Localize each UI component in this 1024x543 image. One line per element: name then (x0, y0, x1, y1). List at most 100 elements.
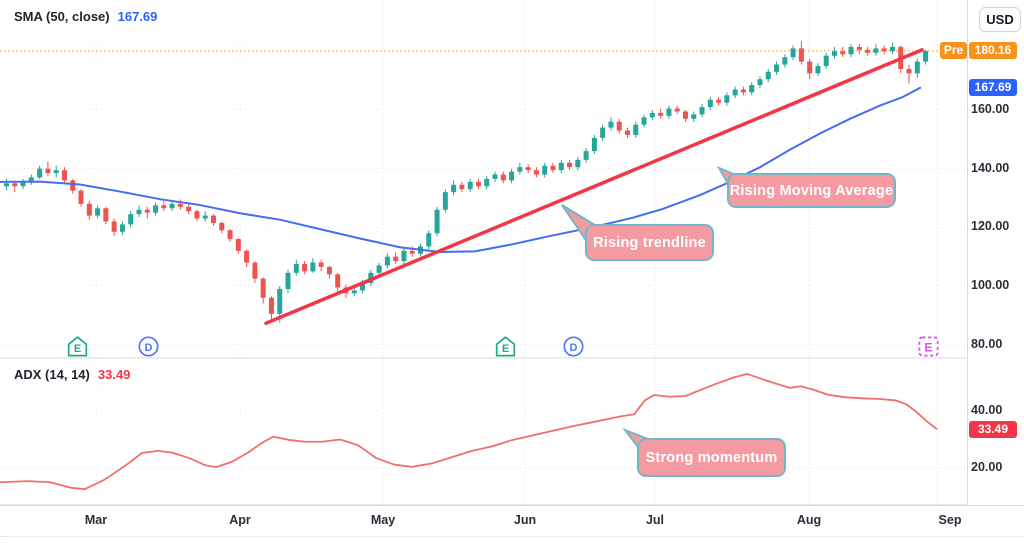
candle-body (567, 162, 573, 168)
candle-body (608, 121, 614, 128)
candle-body (219, 222, 225, 231)
candle-body (923, 50, 929, 62)
candle-body (153, 205, 159, 213)
candle-body (326, 266, 332, 275)
candle-body (202, 215, 208, 219)
trendline (264, 48, 924, 326)
candle-body (360, 283, 366, 291)
candle-body (277, 288, 283, 314)
candle-body (268, 297, 274, 314)
candle-body (716, 99, 722, 103)
candle-body (533, 170, 539, 175)
callout-strong-momentum[interactable]: Strong momentum (637, 438, 786, 477)
candle-body (426, 233, 432, 247)
candle-body (840, 51, 846, 55)
candle-body (807, 61, 813, 74)
candle-body (45, 168, 51, 174)
candle-body (492, 174, 498, 179)
sma-indicator-legend[interactable]: SMA (50, close) 167.69 (14, 9, 157, 24)
adx-indicator-legend[interactable]: ADX (14, 14) 33.49 (14, 367, 130, 382)
time-axis[interactable]: Mar Apr May Jun Jul Aug Sep (0, 505, 1024, 537)
candle-body (244, 250, 250, 263)
candle-body (442, 192, 448, 210)
month-label-mar: Mar (84, 513, 108, 527)
candle-body (616, 121, 622, 131)
candle-body (451, 184, 457, 193)
axis-tick-label: 140.00 (971, 160, 1010, 175)
candle-body (641, 117, 647, 125)
month-label-apr: Apr (229, 513, 251, 527)
candle-body (393, 256, 399, 262)
candle-body (211, 215, 216, 223)
svg-text:E: E (73, 343, 80, 355)
candle-body (774, 64, 780, 72)
earnings-past-icon[interactable]: E (67, 335, 88, 357)
candle-body (128, 214, 134, 225)
candle-body (28, 177, 34, 182)
svg-text:D: D (569, 341, 577, 353)
currency-button[interactable]: USD (979, 7, 1021, 32)
earnings-upcoming-icon[interactable]: E (918, 336, 939, 357)
candle-body (401, 250, 407, 262)
candle-body (235, 239, 241, 251)
candle-body (111, 221, 117, 232)
callout-rising-moving-average[interactable]: Rising Moving Average (727, 173, 896, 208)
candle-body (625, 130, 630, 135)
candle-body (848, 46, 854, 55)
price-axis[interactable]: USD 160.00 140.00 120.00 100.00 80.00 40.00 20… (968, 0, 1024, 535)
candle-body (484, 178, 490, 187)
callout-rising-trendline[interactable]: Rising trendline (585, 224, 714, 261)
axis-tick-label: 100.00 (971, 278, 1010, 292)
candle-body (227, 230, 233, 240)
candle-body (832, 51, 837, 56)
candle-body (699, 107, 705, 115)
axis-tick-label: 160.00 (971, 102, 1010, 116)
candle-body (260, 278, 266, 298)
dividend-icon[interactable]: D (562, 335, 584, 357)
sma-line (0, 86, 922, 253)
axis-tick-label: 120.00 (971, 219, 1010, 234)
axis-tick-label: 40.00 (971, 403, 1003, 417)
candle-body (4, 183, 9, 187)
dividend-icon[interactable]: D (137, 335, 159, 357)
earnings-past-icon[interactable]: E (495, 335, 516, 357)
candle-body (707, 99, 713, 108)
candle-body (95, 208, 101, 216)
candle-body (724, 95, 730, 103)
pre-market-tag: Pre (940, 42, 967, 60)
candle-body (86, 203, 92, 216)
candle-body (467, 181, 473, 190)
candle-body (823, 55, 829, 66)
chart-canvas[interactable] (0, 0, 966, 505)
candle-body (591, 137, 597, 152)
candle-body (740, 89, 746, 93)
candle-body (177, 203, 183, 207)
pre-market-price-badge: 180.16 (969, 42, 1017, 60)
axis-tick-label: 20.00 (971, 460, 1003, 474)
candle-body (169, 203, 175, 209)
candle-body (798, 48, 804, 62)
candle-body (682, 111, 688, 119)
candle-body (517, 167, 523, 172)
candle-body (434, 209, 440, 234)
candle-body (20, 181, 26, 187)
axis-tick-label: 80.00 (971, 336, 1003, 351)
candle-body (550, 165, 556, 171)
candle-body (136, 209, 142, 215)
axis-separator (967, 0, 968, 535)
candle-body (600, 127, 606, 138)
svg-text:E: E (924, 340, 932, 354)
svg-text:E: E (501, 343, 508, 355)
adx-indicator-title: ADX (14, 14) (14, 367, 90, 382)
month-label-jun: Jun (513, 513, 537, 527)
candle-body (765, 71, 771, 80)
candle-body (881, 48, 887, 52)
candle-body (293, 264, 299, 273)
svg-text:D: D (144, 341, 152, 353)
month-label-aug: Aug (796, 513, 822, 527)
candle-body (459, 184, 465, 190)
candle-body (856, 46, 862, 50)
candle-body (12, 183, 18, 187)
candle-body (500, 174, 506, 181)
